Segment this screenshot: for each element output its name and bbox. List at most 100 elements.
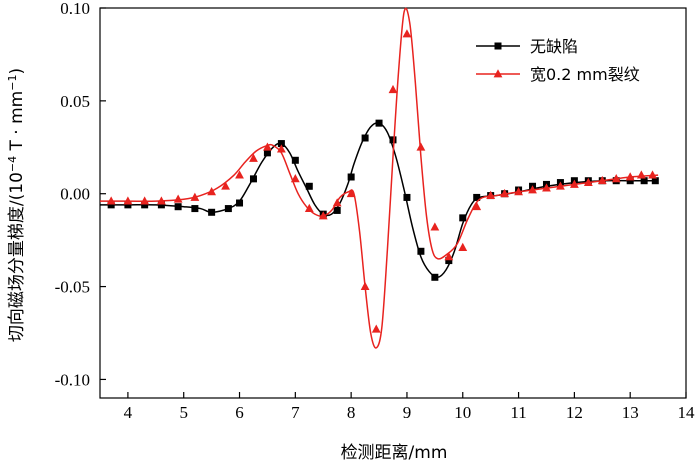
x-tick-label: 11 [510,403,526,422]
x-tick-label: 6 [235,403,244,422]
legend-label: 宽0.2 mm裂纹 [530,65,640,84]
data-point [106,196,116,205]
series-line [100,7,659,349]
x-tick-label: 12 [566,403,583,422]
data-point [140,196,150,205]
legend-item: 宽0.2 mm裂纹 [476,65,640,84]
data-point [277,140,285,148]
x-tick-label: 5 [179,403,188,422]
data-point [305,182,313,190]
x-tick-label: 7 [291,403,300,422]
data-point [403,193,411,201]
y-tick-label: -0.05 [55,278,90,297]
data-point [651,177,659,185]
data-point [318,211,328,220]
y-tick-label: 0.05 [60,92,90,111]
data-point [542,183,551,192]
data-point [431,273,439,281]
data-point [402,29,412,38]
data-point [648,170,657,179]
plot-frame [99,7,687,399]
data-point [208,208,216,216]
data-point [346,188,356,198]
series-line [100,122,659,279]
data-point [371,324,381,333]
data-point [514,187,523,196]
x-tick-label: 8 [347,403,356,422]
y-axis-title: 切向磁场分量梯度/(10−4 T · mm−1) [6,68,27,342]
data-point [173,194,183,203]
y-tick-label: 0.00 [60,185,90,204]
axes-layer: 4 5 6 7 8 9 10 11 12 13 14 -0.10 -0.05 0.00 0.05 0.10 [55,0,695,422]
data-point [444,252,454,261]
data-point [224,205,232,213]
data-point [123,196,133,205]
data-point [625,172,635,181]
data-point [333,206,341,214]
y-tick-label: 0.10 [60,0,90,18]
data-point [207,187,217,196]
data-point [472,201,482,211]
data-point [263,142,272,151]
data-point [191,205,199,213]
legend-label: 无缺陷 [530,37,578,56]
data-point [569,179,579,188]
data-point [190,192,200,201]
data-point [389,136,397,144]
data-point [375,119,383,127]
legend-marker [493,69,503,78]
data-point [445,257,453,265]
legend-item: 无缺陷 [476,37,578,56]
series-2 [100,7,659,349]
y-axis-title-sup2: −1 [6,75,19,91]
y-axis-title-sup: −4 [6,156,19,172]
data-point [236,199,244,207]
data-point [626,177,634,185]
x-tick-label: 13 [622,403,639,422]
data-point [156,196,166,205]
data-point [500,188,510,198]
x-tick-label: 14 [678,403,696,422]
data-point [174,203,182,211]
data-point [583,177,593,186]
data-point [157,201,165,209]
data-point [235,170,244,179]
data-point [486,190,496,199]
data-point [417,247,425,255]
y-axis-title-end: ) [7,68,27,75]
data-point [430,222,440,231]
data-point [276,144,286,153]
data-point [304,203,314,212]
data-point [611,174,621,183]
data-point [361,134,369,142]
data-point [528,185,537,194]
data-point [290,174,300,183]
data-point [459,214,467,222]
data-point [636,170,646,179]
x-tick-label: 9 [403,403,412,422]
x-tick-label: 10 [454,403,471,422]
data-point [249,175,257,183]
data-point [597,175,607,185]
data-point [388,84,398,94]
legend-marker [494,42,502,50]
data-point [416,142,426,151]
series-layer [100,7,659,349]
data-point [263,149,271,157]
y-axis-title-mid: T · mm [7,91,27,156]
y-tick-label: -0.10 [55,370,90,389]
x-tick-label: 4 [124,403,133,422]
y-axis-title-main: 切向磁场分量梯度/(10 [7,172,27,342]
data-point [332,198,342,207]
data-point [107,201,115,209]
data-point [473,193,481,201]
data-point [124,201,132,209]
data-point [458,242,468,251]
data-point [221,181,230,190]
data-point [291,156,299,164]
data-point [360,281,370,290]
data-point [347,173,355,181]
data-point [556,181,565,190]
